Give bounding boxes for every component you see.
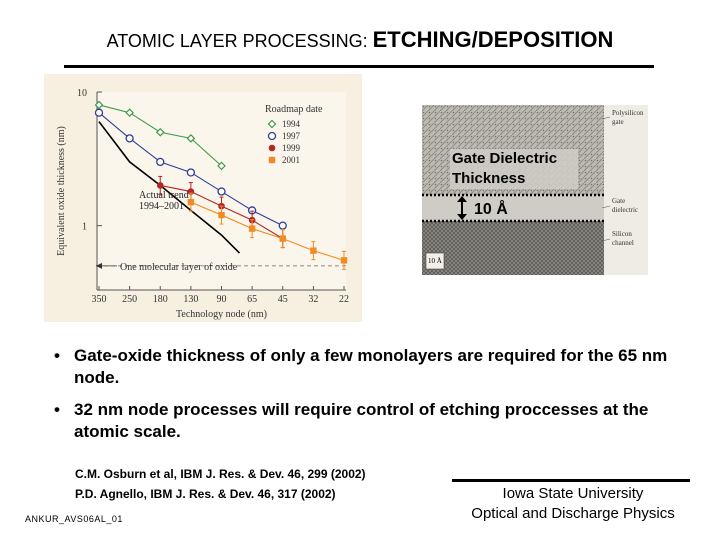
annotation-arrowhead [96, 262, 102, 269]
data-point [268, 144, 276, 152]
bullet-text: 32 nm node processes will require contro… [74, 400, 649, 441]
series-line [190, 201, 345, 261]
data-point [156, 157, 165, 167]
double-arrow-icon [457, 196, 467, 220]
polysilicon-label: Polysilicon [612, 109, 644, 117]
data-point [218, 211, 225, 219]
affiliation: Iowa State University Optical and Discha… [450, 484, 696, 524]
y-axis-label: Equivalent oxide thickness (nm) [56, 126, 67, 256]
slide-id: ANKUR_AVS06AL_01 [25, 514, 123, 524]
data-point [248, 225, 256, 232]
gate-dielectric-label: Gate Dielectric [452, 150, 557, 167]
gate-label: Gate [612, 197, 625, 205]
references: C.M. Osburn et al, IBM J. Res. & Dev. 46… [75, 464, 366, 504]
slide-title: ATOMIC LAYER PROCESSING: ETCHING/DEPOSIT… [0, 27, 720, 53]
x-tick-label: 45 [278, 294, 288, 305]
chart-axes: 10 1 350 250 180 130 90 65 45 32 22 Technology node… [56, 88, 349, 320]
x-axis-label: Technology node (nm) [176, 309, 267, 320]
legend-label: 1999 [282, 143, 301, 153]
scale-bar [425, 252, 445, 270]
data-point [267, 119, 277, 129]
data-point [125, 108, 134, 118]
title-part-1: ATOMIC LAYER PROCESSING: [106, 31, 373, 51]
chart-labels-layer: One molecular layer of oxide Actual trend… [96, 104, 323, 273]
reference-item: C.M. Osburn et al, IBM J. Res. & Dev. 46… [75, 467, 366, 481]
gate-label-line2: dielectric [612, 206, 638, 214]
tem-micrograph-panel: Gate Dielectric Thickness 10 Å Polysilic… [422, 105, 648, 275]
trend-years-label: 1994–2001 [139, 201, 184, 212]
label-backdrop [450, 149, 578, 189]
data-point [125, 134, 134, 143]
scale-bar-label: 10 Å [428, 257, 442, 265]
data-point [94, 108, 104, 117]
molecular-layer-annotation: One molecular layer of oxide [120, 262, 238, 273]
x-tick-label: 350 [92, 294, 107, 305]
bullet-item: • Gate-oxide thickness of only a few mon… [54, 345, 704, 389]
x-tick-label: 90 [217, 294, 227, 305]
data-point [94, 100, 104, 110]
y-tick-label: 10 [77, 88, 87, 99]
affiliation-divider [452, 479, 690, 482]
x-tick-label: 32 [308, 294, 318, 305]
trend-label: Actual trend [139, 190, 189, 201]
polysilicon-label-line2: gate [612, 118, 624, 126]
university-name: Iowa State University [502, 485, 644, 502]
title-divider [64, 65, 654, 68]
bullet-icon: • [54, 346, 60, 365]
legend-label: 1997 [282, 131, 301, 141]
silicon-region [422, 221, 604, 275]
series-2001 [187, 192, 348, 270]
bullet-list: • Gate-oxide thickness of only a few mon… [54, 345, 704, 453]
x-tick-label: 250 [122, 294, 137, 305]
bullet-icon: • [54, 400, 60, 419]
data-point [267, 131, 277, 141]
x-tick-label: 65 [247, 294, 257, 305]
title-part-2: ETCHING/DEPOSITION [372, 27, 614, 52]
group-name: Optical and Discharge Physics [471, 505, 675, 522]
data-point [310, 247, 317, 254]
data-point [217, 187, 226, 196]
data-point [187, 198, 195, 206]
data-point [340, 257, 348, 264]
tem-micrograph: Gate Dielectric Thickness 10 Å Polysilic… [422, 105, 648, 275]
ten-angstrom-label: 10 Å [474, 199, 508, 218]
x-tick-label: 22 [339, 294, 349, 305]
legend-label: 2001 [282, 155, 300, 165]
reference-item: P.D. Agnello, IBM J. Res. & Dev. 46, 317… [75, 487, 336, 501]
x-tick-label: 130 [183, 294, 198, 305]
data-point [279, 235, 286, 242]
thickness-label: Thickness [452, 170, 525, 187]
chart-series-layer [94, 100, 348, 270]
data-point [155, 127, 165, 137]
oxide-thickness-chart-panel: 10 1 350 250 180 130 90 65 45 32 22 Technology node… [44, 74, 362, 322]
legend-title: Roadmap date [265, 104, 323, 115]
bullet-text: Gate-oxide thickness of only a few monol… [74, 346, 668, 387]
series-1994 [94, 100, 226, 171]
silicon-label: Silicon [612, 230, 632, 238]
bullet-item: • 32 nm node processes will require cont… [54, 399, 704, 443]
x-tick-label: 180 [153, 294, 168, 305]
data-point [186, 133, 196, 143]
data-point [268, 156, 276, 164]
gate-dielectric-region [422, 195, 604, 221]
series-1997 [94, 108, 287, 230]
data-point [186, 168, 196, 177]
oxide-thickness-chart: 10 1 350 250 180 130 90 65 45 32 22 Technology node… [56, 88, 349, 320]
legend-label: 1994 [282, 119, 301, 129]
data-point [156, 182, 164, 189]
silicon-label-line2: channel [612, 239, 634, 247]
data-point [217, 161, 226, 171]
y-tick-label: 1 [82, 222, 87, 233]
trend-line-tail [220, 234, 241, 254]
data-point [278, 221, 287, 230]
